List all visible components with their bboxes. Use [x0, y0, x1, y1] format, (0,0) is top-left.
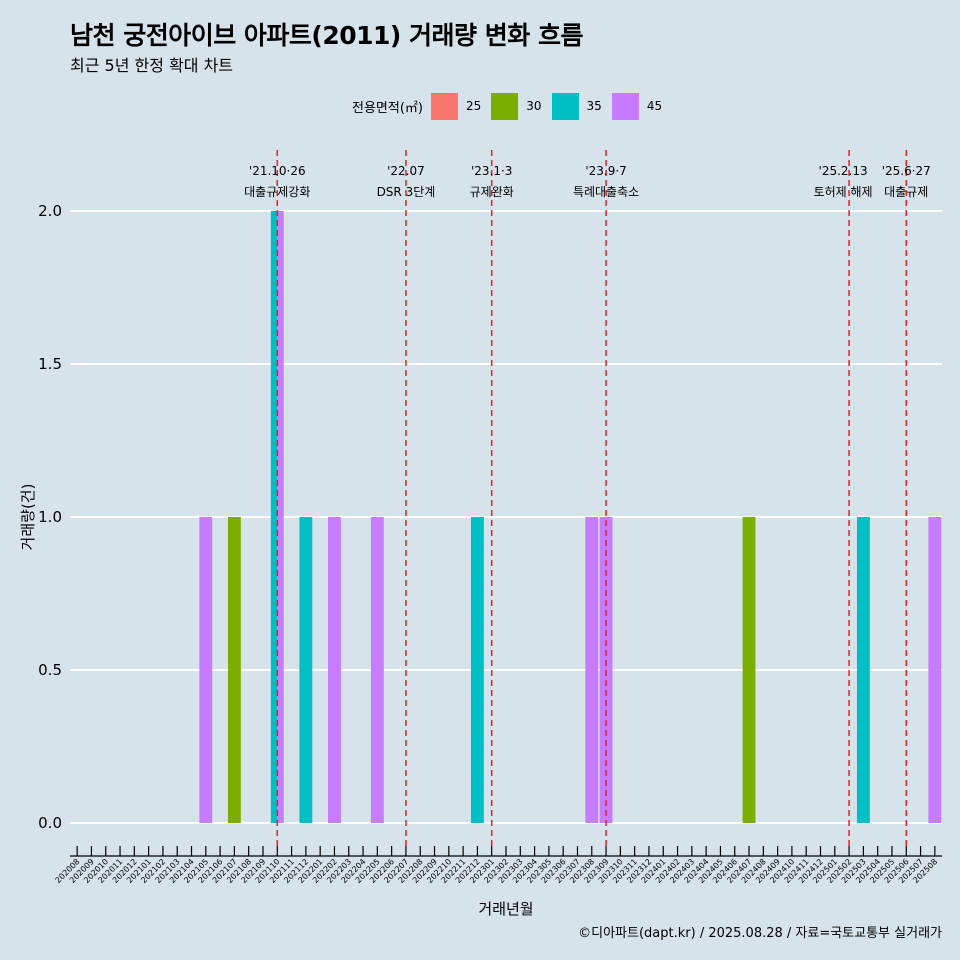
- bar-202407-30: [742, 517, 756, 823]
- legend-swatch-30: [491, 92, 519, 120]
- grid-lines: [70, 210, 942, 824]
- event-annotations: '21.10·26 대출규제강화 '22.07 DSR 3단계 '23.1·3 규제완화 '…: [244, 164, 931, 199]
- legend-item-35: 35: [551, 92, 602, 120]
- y-tick-label: 1.5: [38, 355, 62, 373]
- legend-title: 전용면적(㎡): [352, 100, 423, 116]
- bar-202112-35: [299, 517, 313, 823]
- bars: [199, 211, 942, 823]
- legend-item-25: 25: [430, 92, 482, 120]
- y-tick-label: 0.5: [38, 661, 62, 679]
- event-date: '23.9·7: [585, 164, 626, 178]
- chart-subtitle: 최근 5년 한정 확대 차트: [70, 56, 234, 75]
- legend-swatch-25: [430, 92, 458, 120]
- x-axis-title: 거래년월: [478, 900, 533, 918]
- legend-label-45: 45: [646, 99, 663, 113]
- legend-item-45: 45: [611, 92, 663, 120]
- bar-202202-45: [328, 517, 341, 823]
- y-tick-label: 1.0: [38, 508, 62, 526]
- bar-202508-45: [928, 517, 942, 823]
- event-date: '21.10·26: [249, 164, 306, 178]
- y-axis-title: 거래량(건): [19, 484, 37, 551]
- bar-202107-30: [227, 517, 241, 823]
- bar-202105-45: [199, 517, 213, 823]
- y-axis: 0.0 0.5 1.0 1.5 2.0: [38, 202, 62, 832]
- event-label: 대출규제강화: [244, 185, 310, 199]
- legend-swatch-35: [551, 92, 579, 120]
- bar-202212-35: [470, 517, 484, 823]
- event-date: '25.6·27: [882, 164, 931, 178]
- legend-item-30: 30: [491, 92, 542, 120]
- source-caption: ©디아파트(dapt.kr) / 2025.08.28 / 자료=국토교통부 실…: [578, 926, 942, 941]
- event-date: '25.2.13: [819, 164, 868, 178]
- bar-202503-35: [856, 517, 870, 823]
- legend-label-25: 25: [465, 99, 482, 113]
- event-label: 특례대출축소: [573, 185, 639, 199]
- chart-title: 남천 궁전아이브 아파트(2011) 거래량 변화 흐름: [70, 21, 583, 50]
- y-tick-label: 0.0: [38, 814, 62, 832]
- bar-202308-45: [585, 517, 599, 823]
- event-label: 토허제 해제: [814, 185, 873, 199]
- bar-202110-45: [277, 211, 284, 823]
- event-label: 대출규제: [884, 185, 928, 199]
- event-label: DSR 3단계: [377, 185, 436, 199]
- event-lines: [276, 150, 908, 850]
- x-axis: 2020082020092020102020112020122021012021…: [54, 846, 942, 885]
- bar-202110-35: [270, 211, 278, 823]
- y-tick-label: 2.0: [38, 202, 62, 220]
- event-label: 규제완화: [470, 185, 514, 199]
- bar-202205-45: [370, 517, 384, 823]
- legend-swatch-45: [611, 92, 639, 120]
- legend-label-30: 30: [526, 99, 542, 113]
- event-date: '22.07: [387, 164, 425, 178]
- legend-label-35: 35: [586, 99, 602, 113]
- event-date: '23.1·3: [471, 164, 512, 178]
- legend: 전용면적(㎡) 25 30 35 45: [352, 92, 672, 120]
